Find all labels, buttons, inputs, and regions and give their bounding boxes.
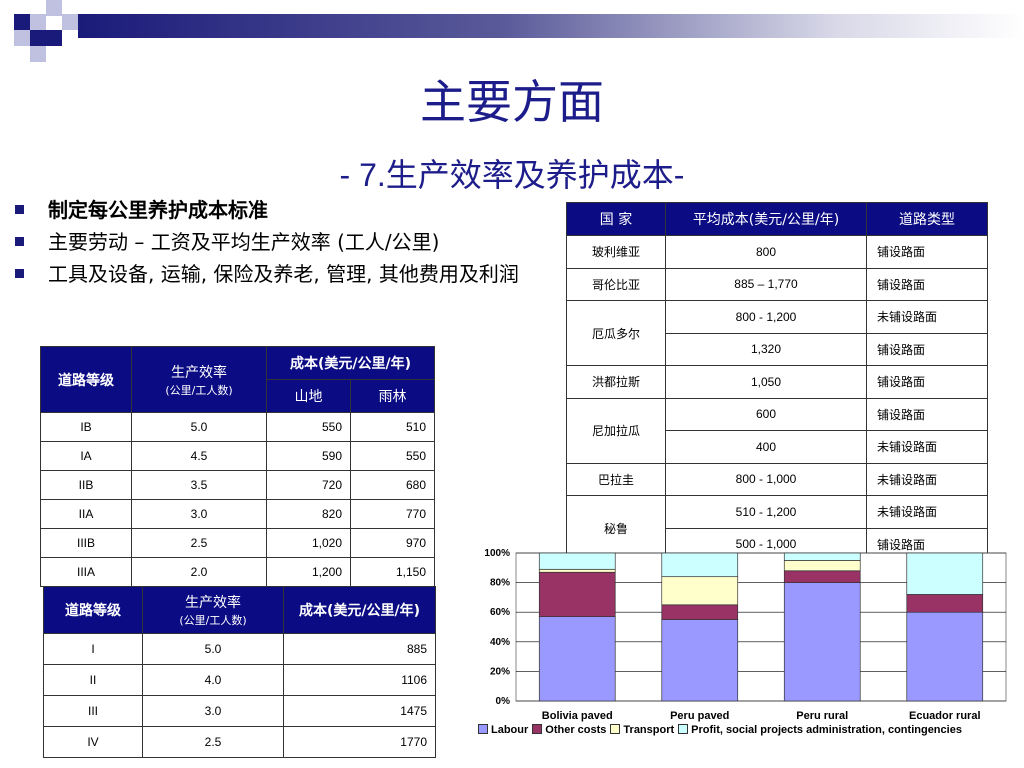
subtitle-prefix: - 7. <box>339 157 386 193</box>
legend-label: Profit, social projects administration, … <box>691 724 962 736</box>
slide-subtitle: - 7.生产效率及养护成本- <box>0 150 1024 196</box>
header-country: 国 家 <box>566 202 666 236</box>
bar-segment <box>783 552 861 561</box>
table-row: IIA 3.0 820 770 <box>40 499 435 529</box>
chart-legend: Labour Other costs Transport Profit, social… <box>478 724 966 736</box>
bullet-item: 工具及设备, 运输, 保险及养老, 管理, 其他费用及利润 <box>12 258 528 290</box>
header-gradient-bar <box>78 14 1024 38</box>
bar-segment <box>906 594 984 613</box>
table-row: IIB 3.5 720 680 <box>40 470 435 500</box>
bar-segment <box>783 582 861 702</box>
legend-swatch <box>532 724 543 734</box>
x-tick-label: Peru paved <box>670 710 729 722</box>
legend-item: Other costs <box>532 724 606 736</box>
legend-swatch <box>478 724 488 734</box>
x-tick-label: Bolivia paved <box>542 710 613 722</box>
table-row: IIIA 2.0 1,200 1,150 <box>40 557 435 587</box>
y-tick-label: 0% <box>496 696 511 707</box>
header-road-type: 道路类型 <box>866 202 988 236</box>
header-productivity: 生产效率 (公里/工人数) <box>131 346 267 413</box>
table-row: I 5.0 885 <box>43 633 436 665</box>
cost-breakdown-chart: 0% 20% 40% 60% 80% 100% Bolivia paved Peru pave… <box>484 548 1007 722</box>
legend-item: Labour <box>478 724 528 736</box>
bar-segment <box>906 611 984 702</box>
table-row: 玻利维亚 800 铺设路面 <box>566 235 988 269</box>
table-row: 厄瓜多尔 800 - 1,200 未铺设路面 <box>566 300 988 366</box>
header-road-grade: 道路等级 <box>43 586 143 634</box>
y-tick-label: 40% <box>490 637 510 648</box>
legend-swatch <box>678 724 689 734</box>
y-tick-label: 60% <box>490 607 510 618</box>
bullet-item: 制定每公里养护成本标准 <box>12 194 542 226</box>
table-row: 1,320 铺设路面 <box>567 332 988 366</box>
legend-label: Transport <box>623 724 675 736</box>
grade-cost-table: 道路等级 生产效率 (公里/工人数) 成本(美元/公里/年) I 5.0 885 II… <box>43 586 436 758</box>
table-row: 哥伦比亚 885 – 1,770 铺设路面 <box>566 267 988 301</box>
header-cost: 成本(美元/公里/年) <box>283 586 436 634</box>
bar-segment <box>538 552 616 570</box>
legend-item: Transport <box>610 724 674 736</box>
header-productivity: 生产效率 (公里/工人数) <box>142 586 284 634</box>
table-row: IB 5.0 550 510 <box>40 412 435 442</box>
subtitle-suffix: - <box>673 157 685 193</box>
table-row: IA 4.5 590 550 <box>40 441 435 471</box>
header-average-cost: 平均成本(美元/公里/年) <box>665 202 867 236</box>
table-row: 洪都拉斯 1,050 铺设路面 <box>566 365 988 399</box>
y-tick-label: 100% <box>484 548 510 559</box>
slide-title: 主要方面 <box>420 75 604 129</box>
table-row: 秘鲁 510 - 1,200 未铺设路面 <box>566 495 988 561</box>
bar-segment <box>538 568 616 573</box>
bullet-text: 工具及设备, 运输, 保险及养老, 管理, 其他费用及利润 <box>48 262 519 286</box>
legend-swatch <box>610 724 621 734</box>
legend-label: Other costs <box>545 724 607 736</box>
legend-item: Profit, social projects administration, … <box>678 724 962 736</box>
table-row: III 3.0 1475 <box>43 695 436 727</box>
legend-label: Labour <box>491 724 529 736</box>
header-cost: 成本(美元/公里/年) <box>266 346 435 380</box>
table-row: II 4.0 1106 <box>43 664 436 696</box>
table-row: IIIB 2.5 1,020 970 <box>40 528 435 558</box>
bar-segment <box>661 576 739 606</box>
table-row: 尼加拉瓜 600 铺设路面 <box>566 397 988 464</box>
bullet-text: 主要劳动 – 工资及平均生产效率 (工人/公里) <box>48 230 440 254</box>
x-tick-label: Ecuador rural <box>909 710 981 722</box>
bullet-square-icon <box>15 237 24 246</box>
header-rainforest: 雨林 <box>350 379 435 413</box>
bullet-square-icon <box>15 205 24 214</box>
bar-segment <box>661 619 739 702</box>
bar-segment <box>538 571 616 617</box>
subtitle-text: 生产效率及养护成本 <box>385 156 674 194</box>
bullet-square-icon <box>15 269 24 278</box>
bar-segment <box>783 560 861 572</box>
bar-segment <box>538 616 616 702</box>
header-mountain: 山地 <box>266 379 351 413</box>
country-cost-table: 国 家 平均成本(美元/公里/年) 道路类型 玻利维亚 800 铺设路面 哥伦比亚 8… <box>566 202 988 561</box>
table-row: IV 2.5 1770 <box>43 726 436 758</box>
y-tick-label: 20% <box>490 666 510 677</box>
y-tick-label: 80% <box>490 578 510 589</box>
bar-segment <box>661 552 739 578</box>
grade-cost-terrain-table: 道路等级 生产效率 (公里/工人数) 成本(美元/公里/年) 山地 雨林 IB 5.… <box>40 346 435 587</box>
bullet-item: 主要劳动 – 工资及平均生产效率 (工人/公里) <box>12 226 542 258</box>
bar-segment <box>783 570 861 583</box>
bar-segment <box>661 604 739 620</box>
x-tick-label: Peru rural <box>796 710 848 722</box>
bar-segment <box>906 552 984 595</box>
bullet-list: 制定每公里养护成本标准 主要劳动 – 工资及平均生产效率 (工人/公里) 工具及… <box>12 194 542 290</box>
bullet-text: 制定每公里养护成本标准 <box>48 198 268 222</box>
header-road-grade: 道路等级 <box>40 346 132 413</box>
table-row: 巴拉圭 800 - 1,000 未铺设路面 <box>566 462 988 496</box>
